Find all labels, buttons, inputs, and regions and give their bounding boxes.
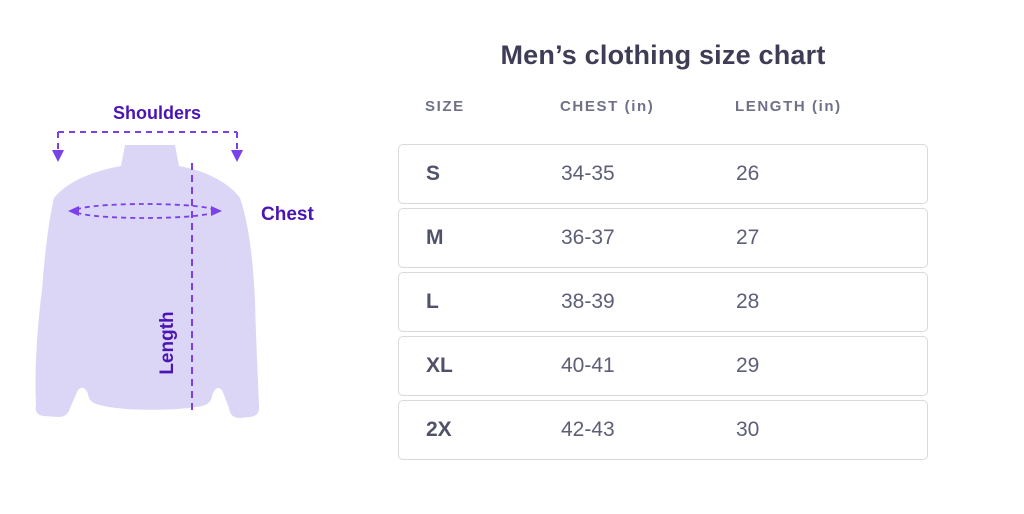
column-header-chest: CHEST (in) [560, 98, 655, 115]
table-row: S 34-35 26 [398, 144, 928, 204]
size-cell: 2X [426, 418, 452, 441]
shoulders-label: Shoulders [113, 103, 201, 123]
page-title: Men’s clothing size chart [500, 40, 826, 70]
length-cell: 27 [736, 226, 760, 249]
length-cell: 29 [736, 354, 760, 377]
arrow-left-icon [68, 206, 79, 216]
shoulders-measure-bracket [57, 131, 238, 150]
table-row: L 38-39 28 [398, 272, 928, 332]
arrow-right-icon [211, 206, 222, 216]
column-header-size: SIZE [425, 98, 465, 115]
chest-cell: 42-43 [561, 418, 615, 441]
size-table: S 34-35 26 M 36-37 27 L 38-39 28 XL 40-4… [398, 144, 928, 460]
size-cell: S [426, 162, 441, 185]
arrow-down-icon [52, 150, 64, 162]
shirt-measurement-diagram: Shoulders Chest Length [35, 103, 314, 418]
size-cell: XL [426, 354, 453, 377]
chest-cell: 38-39 [561, 290, 615, 313]
size-cell: M [426, 226, 444, 249]
column-header-length: LENGTH (in) [735, 98, 842, 115]
shirt-silhouette [35, 145, 260, 418]
length-cell: 30 [736, 418, 760, 441]
table-header: SIZE CHEST (in) LENGTH (in) [398, 98, 928, 115]
chest-label: Chest [261, 204, 314, 225]
length-cell: 26 [736, 162, 760, 185]
length-cell: 28 [736, 290, 760, 313]
length-label: Length [157, 311, 178, 374]
table-row: M 36-37 27 [398, 208, 928, 268]
table-row: XL 40-41 29 [398, 336, 928, 396]
table-row: 2X 42-43 30 [398, 400, 928, 460]
size-cell: L [426, 290, 439, 313]
chest-cell: 34-35 [561, 162, 615, 185]
chest-cell: 36-37 [561, 226, 615, 249]
arrow-down-icon [231, 150, 243, 162]
chest-cell: 40-41 [561, 354, 615, 377]
